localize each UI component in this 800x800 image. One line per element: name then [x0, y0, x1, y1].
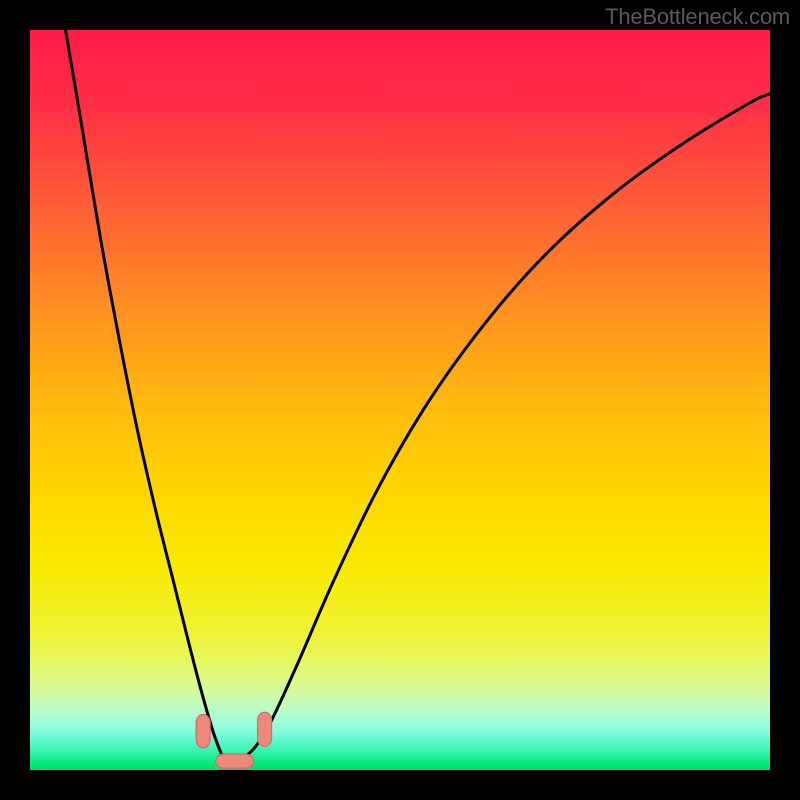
gradient-background	[30, 30, 770, 770]
bottleneck-chart	[30, 30, 770, 770]
chart-svg	[30, 30, 770, 770]
marker-side	[258, 712, 272, 746]
marker-side	[196, 715, 210, 748]
watermark-text: TheBottleneck.com	[605, 4, 790, 30]
marker-bottom	[216, 754, 254, 768]
